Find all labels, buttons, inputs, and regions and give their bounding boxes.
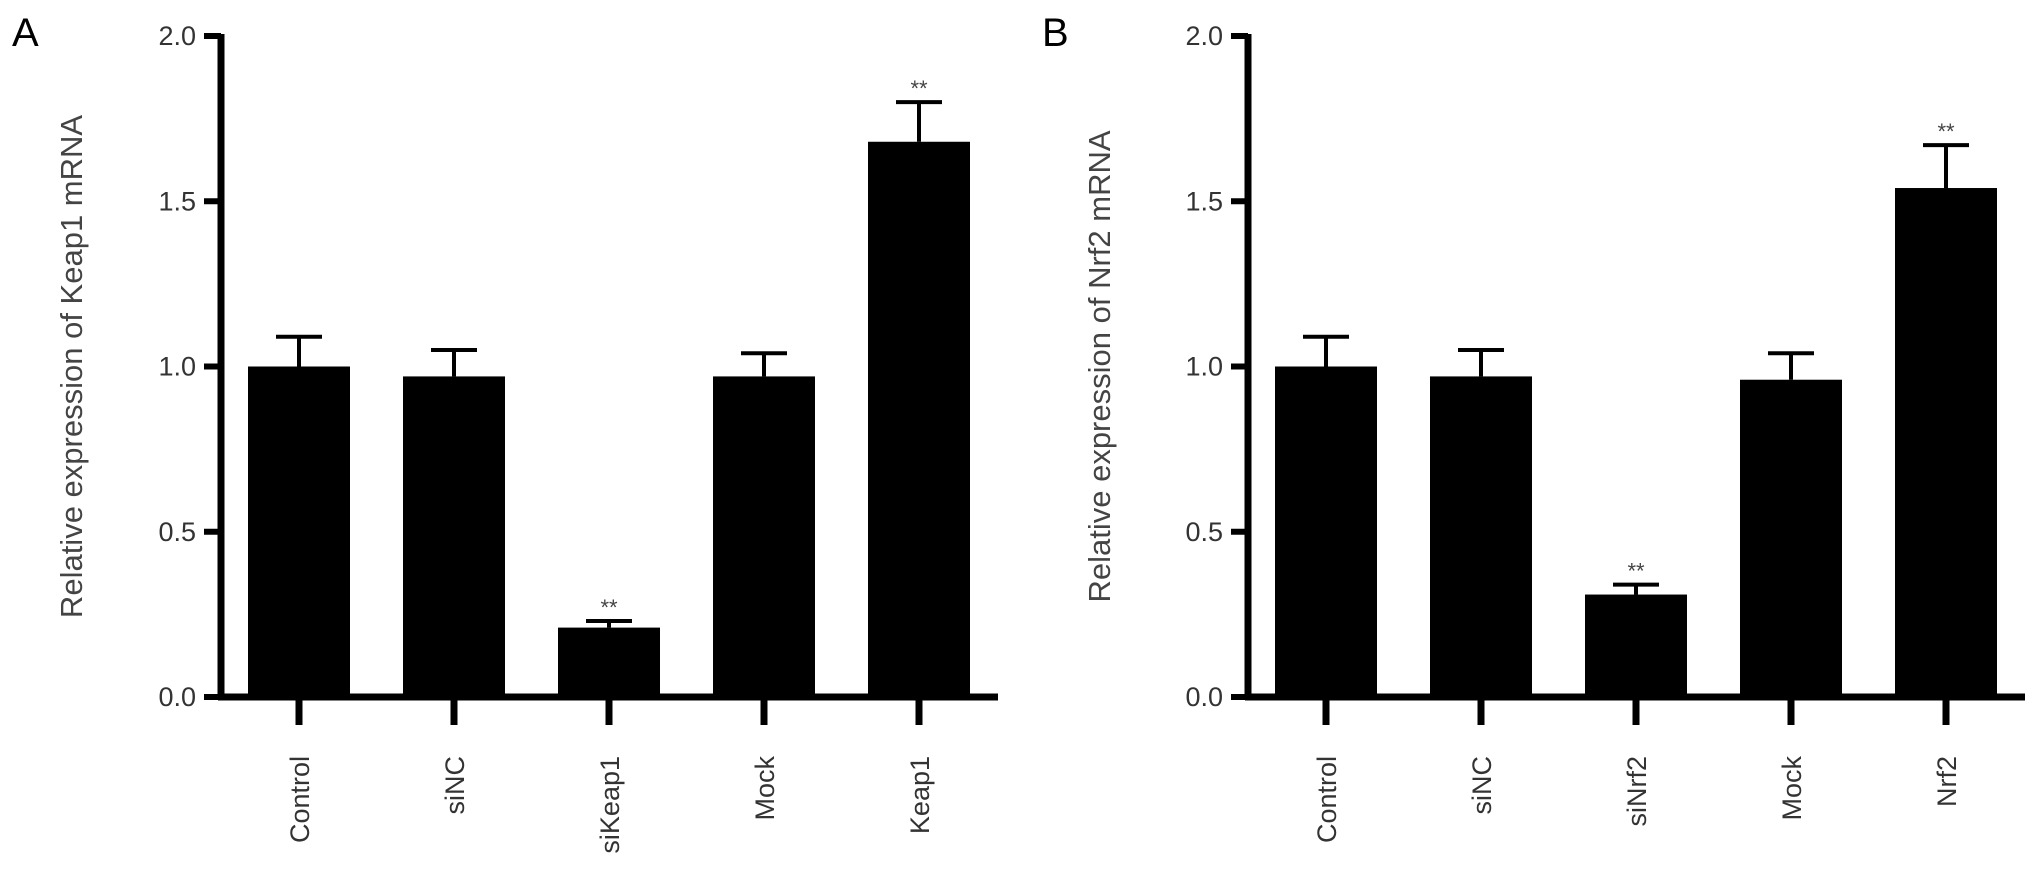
x-tick-label: siNC	[440, 756, 470, 815]
y-tick-label: 0.5	[158, 517, 196, 547]
y-tick-label: 2.0	[158, 21, 196, 51]
x-tick-label: siNrf2	[1622, 756, 1652, 827]
y-axis-label: Relative expression of Nrf2 mRNA	[1082, 130, 1117, 602]
bar	[248, 366, 350, 697]
y-tick-label: 2.0	[1185, 21, 1223, 51]
y-tick-label: 0.5	[1185, 517, 1223, 547]
bar	[403, 376, 505, 697]
x-tick-label: siNC	[1467, 756, 1497, 815]
bar	[1895, 188, 1997, 697]
x-tick-label: Nrf2	[1932, 756, 1962, 807]
x-tick-label: siKeap1	[595, 756, 625, 854]
y-tick-label: 1.5	[1185, 186, 1223, 216]
y-tick-label: 1.5	[158, 186, 196, 216]
significance-label: **	[600, 595, 618, 620]
x-tick-label: Control	[1312, 756, 1342, 843]
y-tick-label: 1.0	[1185, 352, 1223, 382]
y-axis-label: Relative expression of Keap1 mRNA	[54, 115, 89, 618]
bar	[1585, 594, 1687, 697]
bar	[558, 627, 660, 697]
bar	[1740, 379, 1842, 697]
bar	[713, 376, 815, 697]
panel-letter: B	[1042, 11, 1069, 55]
y-tick-label: 0.0	[158, 682, 196, 712]
significance-label: **	[1627, 559, 1645, 584]
panel-letter: A	[12, 11, 39, 55]
x-tick-label: Mock	[750, 756, 780, 821]
bar	[868, 141, 970, 697]
panel-b-chart: B Relative expression of Nrf2 mRNA 0.0 0.5 1…	[1042, 11, 2025, 843]
significance-label: **	[1937, 119, 1955, 144]
x-tick-label: Keap1	[905, 756, 935, 834]
bar	[1275, 366, 1377, 697]
y-tick-label: 1.0	[158, 352, 196, 382]
bar	[1430, 376, 1532, 697]
x-tick-label: Control	[285, 756, 315, 843]
x-tick-label: Mock	[1777, 756, 1807, 821]
y-tick-label: 0.0	[1185, 682, 1223, 712]
significance-label: **	[910, 76, 928, 101]
panel-a-chart: A Relative expression of Keap1 mRNA 0.0 0.5…	[12, 11, 998, 854]
